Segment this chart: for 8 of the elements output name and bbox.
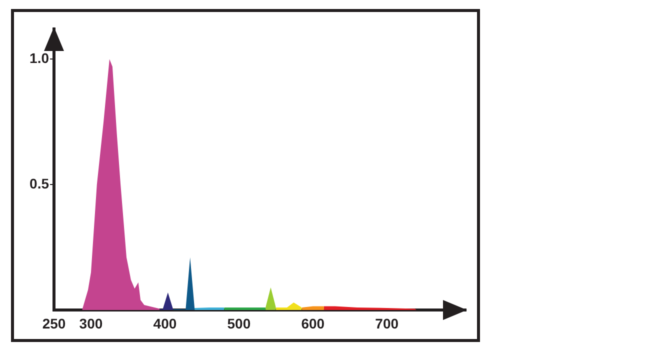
- x-tick-label: 500: [227, 315, 251, 332]
- x-tick-label: 250: [42, 315, 66, 332]
- y-tick-label: 1.0: [30, 50, 50, 66]
- x-tick-label: 600: [301, 315, 325, 332]
- y-tick-label: 0.5: [30, 175, 50, 192]
- x-tick-label: 300: [79, 315, 103, 332]
- x-tick-label: 700: [375, 315, 399, 332]
- x-tick-label: 400: [153, 315, 177, 332]
